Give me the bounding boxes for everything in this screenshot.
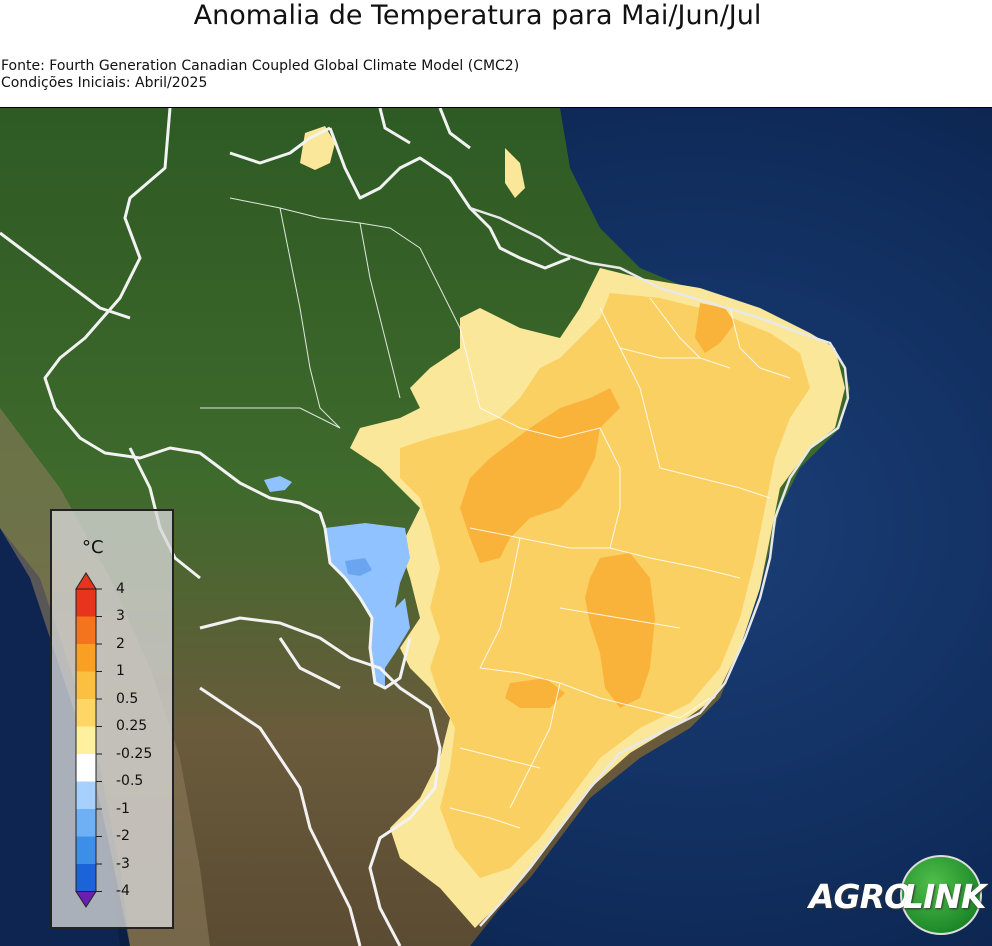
anomaly-zone-amapa: [505, 148, 525, 198]
legend-tick-label: 3: [116, 608, 125, 624]
anomaly-zone-1-2-center: [460, 388, 620, 563]
legend-tick-label: -4: [116, 883, 130, 899]
legend-swatch-6: [76, 726, 96, 754]
legend-tick-label: -2: [116, 828, 130, 844]
logo-text-agro: AGRO: [809, 877, 912, 916]
color-legend: °C 4 3 2 1 0.5 0.2: [50, 509, 174, 929]
legend-tick-label: -3: [116, 856, 130, 872]
legend-colorbar: [75, 572, 102, 908]
map-title: Anomalia de Temperatura para Mai/Jun/Jul: [193, 0, 762, 31]
anomaly-zone-1-2-northeast: [695, 303, 735, 353]
logo-circle: [900, 855, 982, 935]
legend-swatch-10: [76, 836, 96, 864]
legend-tick-label: -0.5: [116, 773, 144, 789]
legend-tick-label: 0.25: [116, 718, 148, 734]
legend-ticks: [96, 588, 102, 892]
legend-swatch-4: [76, 671, 96, 699]
legend-swatch-2: [76, 616, 96, 644]
anomaly-zone-negative-strong: [345, 558, 372, 576]
legend-swatch-9: [76, 809, 96, 837]
legend-unit: °C: [82, 537, 104, 558]
legend-swatch-3: [76, 644, 96, 672]
legend-tick-label: 2: [116, 636, 125, 652]
source-info: Fonte: Fourth Generation Canadian Couple…: [1, 58, 519, 92]
anomaly-zone-1-2-southeast: [585, 553, 655, 708]
legend-swatch-1: [76, 589, 96, 617]
state-borders: [200, 197, 791, 829]
legend-tick-label: 0.5: [116, 691, 139, 707]
legend-swatch-8: [76, 781, 96, 809]
legend-swatch-7: [76, 754, 96, 782]
legend-tick-label: 4: [116, 581, 125, 597]
anomaly-zone-1-2-south: [505, 678, 565, 708]
anomaly-zone-negative-small: [264, 476, 292, 492]
legend-tick-label: -1: [116, 801, 130, 817]
logo-text-link: LINK: [903, 877, 986, 916]
initial-conditions-line: Condições Iniciais: Abril/2025: [1, 75, 208, 91]
legend-tick-label: 1: [116, 663, 125, 679]
legend-arrow-top: [75, 572, 97, 590]
agrolink-logo: AGRO LINK: [805, 853, 986, 935]
source-line: Fonte: Fourth Generation Canadian Couple…: [1, 58, 520, 74]
legend-tick-label: -0.25: [116, 746, 153, 762]
legend-frame: [75, 588, 97, 892]
anomaly-zone-roraima: [300, 126, 335, 170]
country-borders: [0, 108, 571, 946]
legend-arrow-bottom: [75, 891, 97, 908]
brazil-coastline: [469, 206, 850, 927]
legend-swatch-5: [76, 699, 96, 727]
legend-swatch-11: [76, 864, 96, 892]
